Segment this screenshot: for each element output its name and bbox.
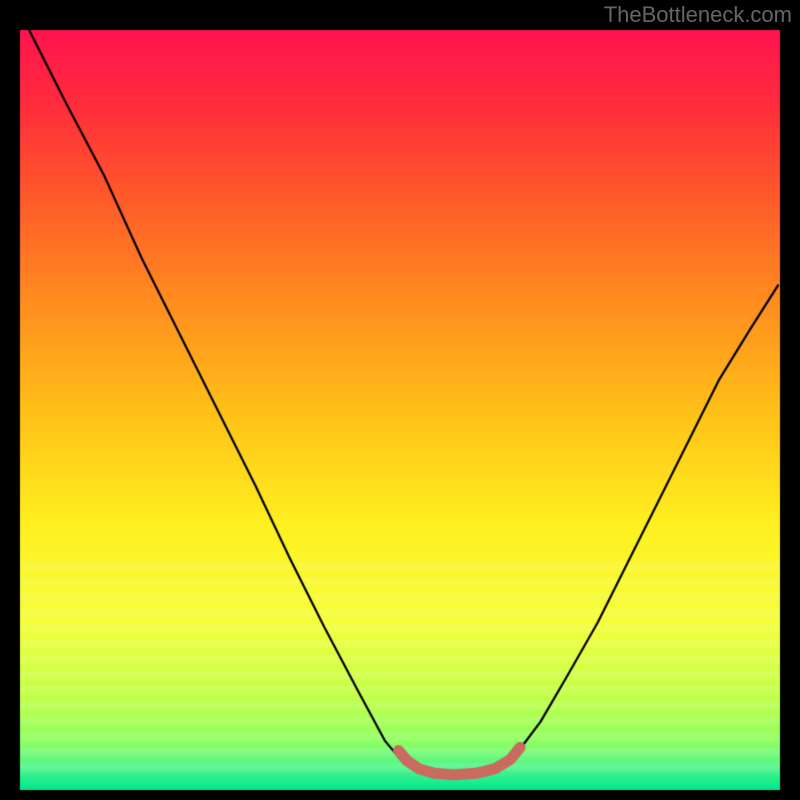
watermark-text: TheBottleneck.com <box>604 2 792 28</box>
chart-container: TheBottleneck.com <box>0 0 800 800</box>
bottleneck-curve-chart <box>0 0 800 800</box>
